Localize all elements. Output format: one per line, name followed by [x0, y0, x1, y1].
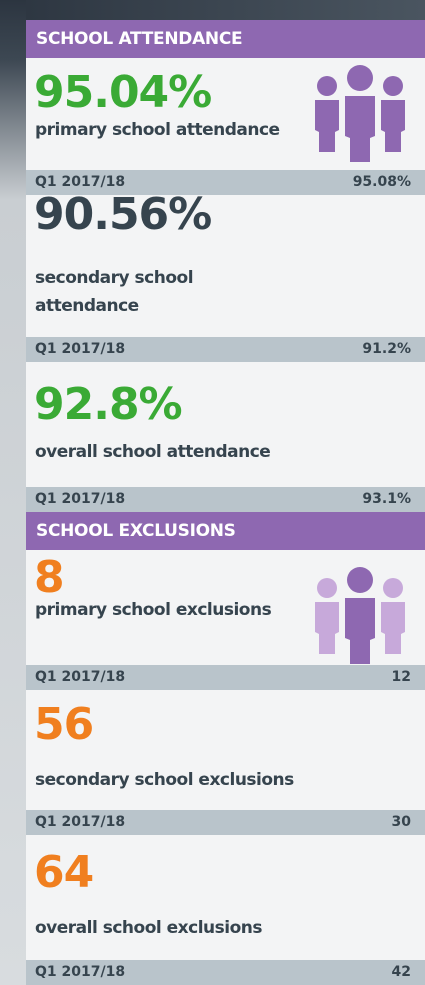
kpi-label: secondary school exclusions	[35, 770, 294, 790]
kpi-label: secondary school attendance	[35, 268, 194, 316]
comparison-value: 93.1%	[362, 491, 411, 507]
kpi-value: 56	[34, 699, 94, 750]
kpi-value: 64	[34, 847, 94, 898]
people-icon	[315, 65, 405, 162]
comparison-period: Q1 2017/18	[35, 341, 126, 357]
section-header: SCHOOL ATTENDANCE	[26, 20, 425, 58]
comparison-bar: Q1 2017/18 42	[26, 960, 425, 985]
kpi-value: 90.56%	[34, 189, 212, 240]
kpi-label: overall school attendance	[35, 442, 271, 462]
comparison-value: 95.08%	[352, 174, 411, 190]
comparison-value: 91.2%	[362, 341, 411, 357]
kpi-label: primary school attendance	[35, 120, 280, 140]
comparison-bar: Q1 2017/18 30	[26, 810, 425, 835]
comparison-value: 42	[391, 964, 411, 980]
comparison-bar: Q1 2017/18 93.1%	[26, 487, 425, 512]
people-icon	[315, 567, 405, 664]
comparison-bar: Q1 2017/18 95.08%	[26, 170, 425, 195]
comparison-bar: Q1 2017/18 91.2%	[26, 337, 425, 362]
comparison-bar: Q1 2017/18 12	[26, 665, 425, 690]
side-strip	[0, 0, 26, 985]
kpi-value: 8	[34, 552, 65, 603]
comparison-period: Q1 2017/18	[35, 814, 126, 830]
kpi-label: primary school exclusions	[35, 600, 272, 620]
kpi-label: overall school exclusions	[35, 918, 262, 938]
comparison-period: Q1 2017/18	[35, 964, 126, 980]
section-header: SCHOOL EXCLUSIONS	[26, 512, 425, 550]
comparison-value: 30	[391, 814, 411, 830]
kpi-value: 95.04%	[34, 67, 212, 118]
comparison-value: 12	[391, 669, 411, 685]
background	[0, 0, 425, 22]
comparison-period: Q1 2017/18	[35, 491, 126, 507]
comparison-period: Q1 2017/18	[35, 669, 126, 685]
kpi-value: 92.8%	[34, 379, 183, 430]
comparison-period: Q1 2017/18	[35, 174, 126, 190]
